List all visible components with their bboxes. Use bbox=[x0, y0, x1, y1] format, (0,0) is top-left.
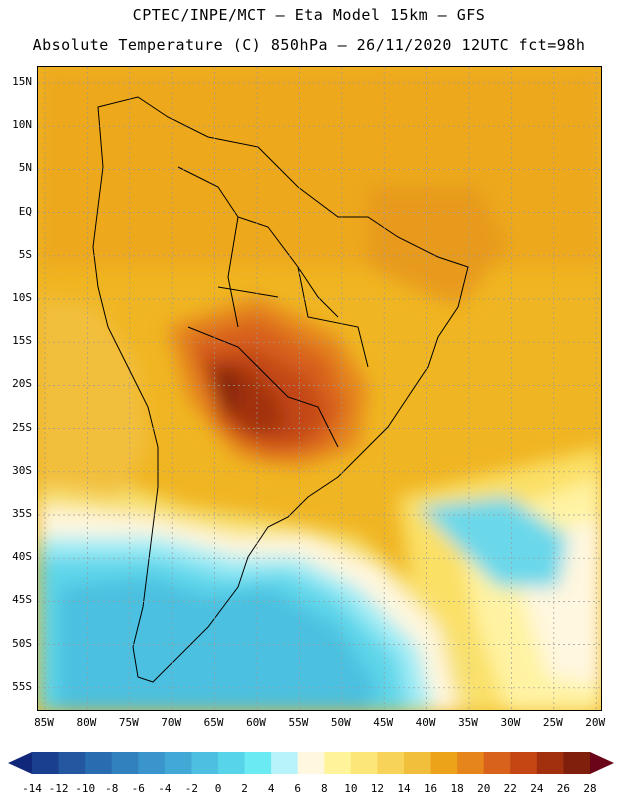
lon-label: 40W bbox=[415, 716, 436, 729]
lat-label: EQ bbox=[18, 204, 32, 218]
map-canvas bbox=[38, 67, 601, 710]
lat-label: 15N bbox=[12, 75, 32, 88]
lat-label: 5S bbox=[18, 247, 32, 261]
lon-label: 75W bbox=[118, 716, 139, 729]
lat-lon-grid bbox=[38, 67, 601, 710]
colorbar-tick-label: -12 bbox=[48, 782, 69, 795]
colorbar-segment bbox=[218, 752, 246, 774]
lat-label: 25S bbox=[12, 420, 32, 434]
lat-label: 30S bbox=[12, 463, 32, 477]
colorbar-tick-label: -10 bbox=[75, 782, 96, 795]
colorbar-segment bbox=[85, 752, 113, 774]
lat-label: 5N bbox=[18, 161, 32, 175]
lat-label: 55S bbox=[12, 679, 32, 693]
lon-label: 35W bbox=[458, 716, 478, 729]
colorbar-tick-label: 4 bbox=[267, 782, 275, 795]
colorbar-tick-label: 0 bbox=[214, 782, 222, 795]
lon-label: 55W bbox=[288, 716, 309, 729]
colorbar-tick-label: -8 bbox=[105, 782, 119, 795]
lon-label: 80W bbox=[76, 716, 97, 729]
lon-label: 50W bbox=[330, 716, 351, 729]
lon-label: 45W bbox=[373, 716, 394, 729]
lon-label: 60W bbox=[246, 716, 266, 729]
colorbar-segment bbox=[58, 752, 86, 774]
colorbar-segment bbox=[510, 752, 538, 774]
colorbar-tick-label: 16 bbox=[423, 782, 438, 795]
lat-label: 15S bbox=[12, 334, 32, 348]
colorbar-tick-label: 8 bbox=[320, 782, 328, 795]
colorbar-tick-label: 24 bbox=[530, 782, 544, 795]
lat-label: 20S bbox=[12, 377, 32, 391]
lon-label: 25W bbox=[542, 716, 563, 729]
colorbar-segment bbox=[138, 752, 166, 774]
colorbar-segment bbox=[457, 752, 485, 774]
colorbar-segment bbox=[377, 752, 405, 774]
colorbar-tick-label: 26 bbox=[556, 782, 571, 795]
lat-label: 10S bbox=[12, 291, 32, 304]
colorbar-tick-label: 20 bbox=[477, 782, 491, 795]
colorbar-segment bbox=[111, 752, 139, 774]
colorbar-tick-label: -14 bbox=[22, 782, 42, 795]
colorbar-segment bbox=[191, 752, 219, 774]
colorbar-segment bbox=[271, 752, 299, 774]
temperature-map[interactable] bbox=[37, 66, 602, 711]
lon-label: 85W bbox=[34, 716, 54, 729]
lat-label: 50S bbox=[12, 636, 32, 650]
lat-label: 35S bbox=[12, 507, 32, 520]
colorbar-under-arrow bbox=[8, 752, 32, 774]
lat-label: 10N bbox=[12, 118, 32, 132]
coastlines bbox=[92, 96, 469, 683]
colorbar-segment bbox=[536, 752, 564, 774]
colorbar-segment bbox=[32, 752, 60, 774]
colorbar-segment bbox=[483, 752, 511, 774]
colorbar-over-arrow bbox=[590, 752, 614, 774]
lon-label: 70W bbox=[161, 716, 182, 729]
colorbar-segment bbox=[164, 752, 192, 774]
colorbar-tick-label: -2 bbox=[184, 782, 199, 795]
colorbar-tick-label: 2 bbox=[241, 782, 248, 795]
colorbar-tick-label: 18 bbox=[450, 782, 464, 795]
colorbar-segment bbox=[244, 752, 272, 774]
lat-label: 40S bbox=[12, 550, 32, 564]
colorbar-tick-label: 28 bbox=[583, 782, 597, 795]
colorbar-segment bbox=[430, 752, 458, 774]
lon-label: 20W bbox=[585, 716, 606, 729]
colorbar-segment bbox=[350, 752, 378, 774]
map-subtitle: Absolute Temperature (C) 850hPa – 26/11/… bbox=[32, 36, 586, 54]
colorbar-segment bbox=[324, 752, 352, 774]
colorbar-tick-label: -6 bbox=[131, 782, 145, 795]
colorbar-tick-label: 14 bbox=[397, 782, 411, 795]
colorbar-tick-label: 6 bbox=[294, 782, 302, 795]
colorbar-tick-label: 22 bbox=[503, 782, 517, 795]
colorbar-tick-label: 10 bbox=[344, 782, 358, 795]
lat-label: 45S bbox=[12, 593, 32, 607]
colorbar bbox=[8, 752, 614, 774]
colorbar-segment bbox=[404, 752, 432, 774]
colorbar-segment bbox=[297, 752, 325, 774]
colorbar-tick-label: -4 bbox=[158, 782, 172, 795]
map-title: CPTEC/INPE/MCT – Eta Model 15km – GFS bbox=[132, 6, 486, 24]
colorbar-tick-label: 12 bbox=[370, 782, 385, 795]
lon-label: 65W bbox=[203, 716, 224, 729]
lon-label: 30W bbox=[500, 716, 521, 729]
colorbar-segment bbox=[563, 752, 591, 774]
